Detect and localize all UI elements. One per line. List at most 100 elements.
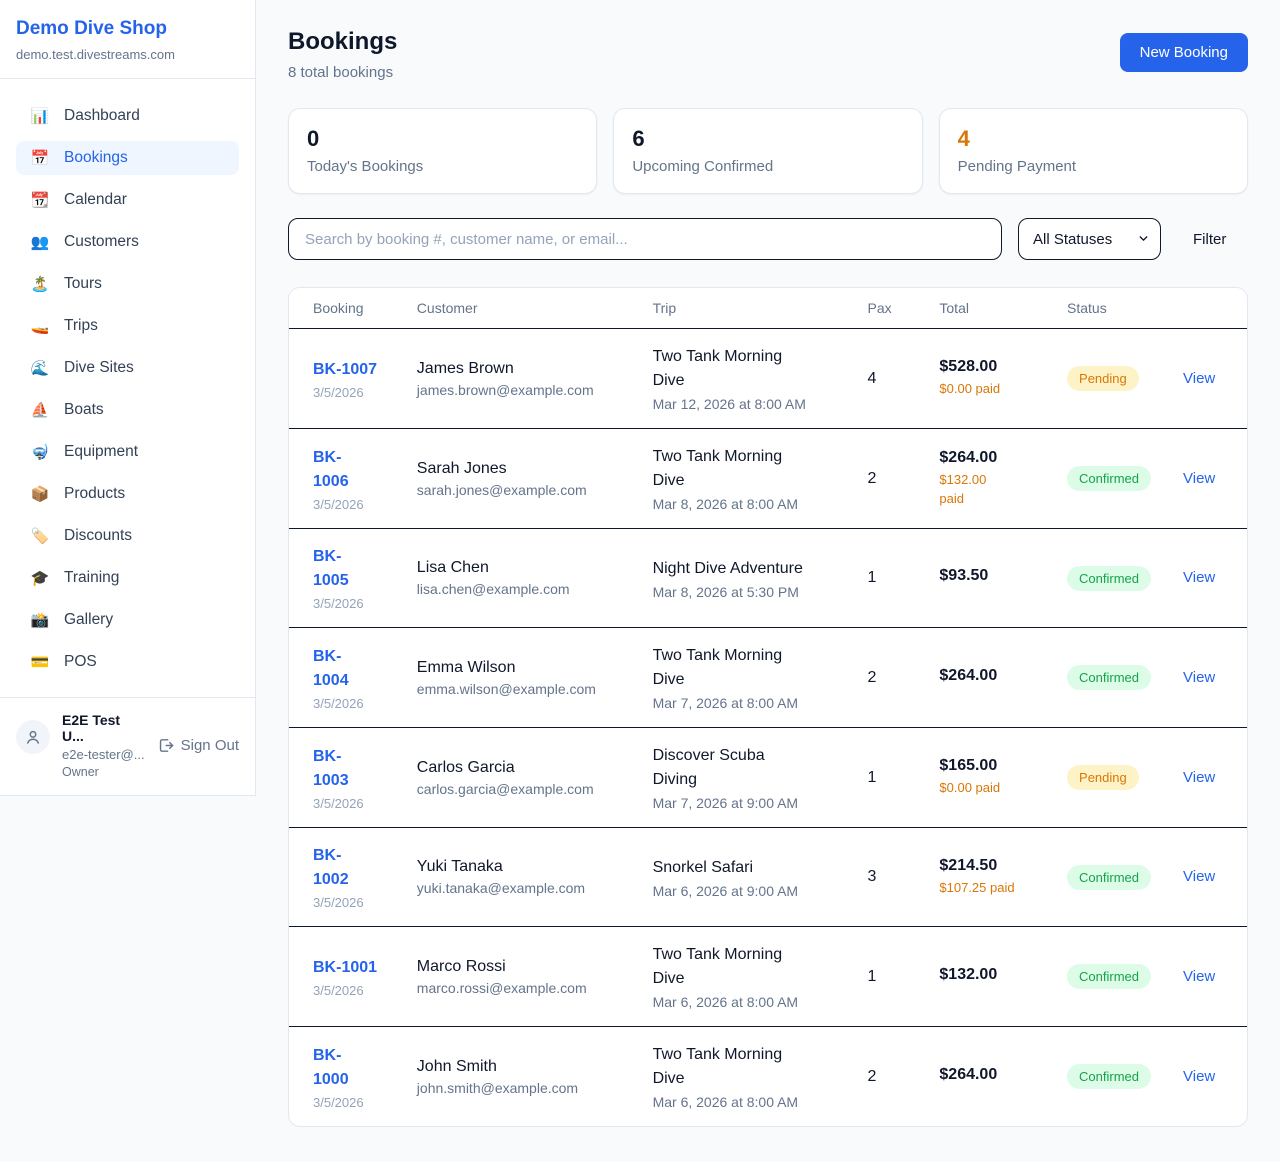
pax-count: 1 [867, 768, 877, 786]
customer-name: Lisa Chen [416, 559, 489, 576]
sidebar-item-label: Tours [64, 275, 102, 292]
sidebar-item-tours[interactable]: 🏝️ Tours [16, 267, 239, 301]
view-booking-link[interactable]: View [1183, 868, 1216, 885]
status-badge: Pending [1067, 765, 1139, 790]
pax-count: 1 [867, 569, 877, 586]
sidebar-item-bookings[interactable]: 📅 Bookings [16, 141, 239, 175]
table-row: BK-1001 3/5/2026 Marco Rossi marco.rossi… [289, 926, 1247, 1027]
status-badge: Confirmed [1067, 1064, 1151, 1089]
view-booking-link[interactable]: View [1183, 768, 1216, 786]
trip-datetime: Mar 6, 2026 at 8:00 AM [652, 1094, 799, 1110]
stat-label: Today's Bookings [307, 158, 424, 175]
status-filter-select[interactable]: All Statuses [1018, 218, 1161, 260]
sidebar-item-trips[interactable]: 🚤 Trips [16, 309, 239, 343]
shop-name: Demo Dive Shop [16, 18, 167, 39]
diving-mask-icon: 🤿 [30, 443, 50, 461]
table-row: BK- 1005 3/5/2026 Lisa Chen lisa.chen@ex… [289, 528, 1247, 628]
pax-count: 4 [867, 369, 877, 387]
sidebar-item-equipment[interactable]: 🤿 Equipment [16, 435, 239, 469]
customer-name: Emma Wilson [416, 658, 516, 676]
sidebar-item-label: Equipment [64, 443, 139, 460]
person-icon [27, 730, 39, 744]
sidebar-user-section: E2E Test U... e2e-tester@... Owner Sign … [0, 697, 255, 795]
table-row: BK- 1006 3/5/2026 Sarah Jones sarah.jone… [289, 428, 1247, 529]
column-header-trip: Trip [636, 288, 852, 329]
customer-email: sarah.jones@example.com [416, 481, 587, 498]
table-row: BK- 1003 3/5/2026 Carlos Garcia carlos.g… [289, 727, 1247, 828]
new-booking-button[interactable]: New Booking [1119, 33, 1248, 72]
package-icon: 📦 [30, 485, 50, 503]
sidebar-item-pos[interactable]: 💳 POS [16, 645, 239, 679]
view-booking-link[interactable]: View [1183, 369, 1216, 387]
bookings-calendar-icon: 📅 [30, 149, 50, 167]
sidebar-item-label: Bookings [64, 149, 128, 166]
customer-name: James Brown [416, 359, 514, 377]
customer-email: john.smith@example.com [416, 1079, 579, 1096]
sidebar-nav: 📊 Dashboard 📅 Bookings 📆 Calendar 👥 Cust… [0, 79, 255, 697]
booking-number-link[interactable]: BK-1007 [313, 360, 378, 378]
table-row: BK- 1000 3/5/2026 John Smith john.smith@… [289, 1026, 1247, 1126]
view-booking-link[interactable]: View [1183, 967, 1216, 985]
status-badge: Confirmed [1067, 864, 1151, 890]
sidebar-item-label: Training [64, 569, 120, 586]
sailboat-icon: ⛵ [30, 401, 50, 419]
stat-value: 4 [957, 126, 970, 151]
sidebar-item-label: Customers [64, 233, 139, 250]
sidebar-item-products[interactable]: 📦 Products [16, 477, 239, 511]
sidebar-item-calendar[interactable]: 📆 Calendar [16, 183, 239, 217]
sidebar-item-label: Dive Sites [64, 359, 134, 376]
sidebar-item-dashboard[interactable]: 📊 Dashboard [16, 99, 239, 133]
sidebar-item-dive-sites[interactable]: 🌊 Dive Sites [16, 351, 239, 385]
credit-card-icon: 💳 [30, 653, 50, 671]
view-booking-link[interactable]: View [1183, 1067, 1216, 1085]
sidebar-item-boats[interactable]: ⛵ Boats [16, 393, 239, 427]
sidebar-item-discounts[interactable]: 🏷️ Discounts [16, 519, 239, 553]
sidebar-item-label: Products [64, 485, 126, 502]
booking-date: 3/5/2026 [313, 384, 364, 400]
view-booking-link[interactable]: View [1183, 469, 1216, 487]
booking-number-link[interactable]: BK-1001 [313, 958, 378, 976]
filter-button[interactable]: Filter [1193, 230, 1227, 248]
view-booking-link[interactable]: View [1183, 569, 1216, 586]
column-header-total: Total [923, 288, 1052, 329]
trip-datetime: Mar 8, 2026 at 5:30 PM [652, 583, 799, 600]
trip-datetime: Mar 6, 2026 at 8:00 AM [652, 994, 799, 1010]
trip-name: Two Tank Morning Dive [652, 348, 783, 389]
status-badge: Pending [1067, 366, 1139, 391]
page-title-block: Bookings 8 total bookings [288, 28, 397, 81]
user-role: Owner [62, 765, 99, 779]
column-header-booking: Booking [289, 288, 401, 329]
booking-number-link[interactable]: BK- 1000 [313, 1046, 349, 1088]
stat-card-todays-bookings: 0 Today's Bookings [288, 108, 598, 194]
booking-date: 3/5/2026 [313, 596, 364, 611]
status-badge: Confirmed [1067, 565, 1151, 591]
view-booking-link[interactable]: View [1183, 668, 1216, 686]
status-badge: Confirmed [1067, 964, 1151, 989]
search-input[interactable] [288, 218, 1002, 260]
sidebar-item-training[interactable]: 🎓 Training [16, 561, 239, 595]
trip-name: Two Tank Morning Dive [652, 647, 783, 688]
sign-out-button[interactable]: Sign Out [157, 737, 239, 754]
booking-number-link[interactable]: BK- 1005 [313, 548, 349, 589]
sidebar-item-customers[interactable]: 👥 Customers [16, 225, 239, 259]
booking-number-link[interactable]: BK- 1003 [313, 747, 349, 789]
user-email: e2e-tester@... [62, 747, 145, 762]
stat-label: Upcoming Confirmed [632, 158, 774, 175]
paid-amount: $0.00 paid [939, 381, 1001, 397]
island-icon: 🏝️ [30, 275, 50, 293]
trip-datetime: Mar 7, 2026 at 9:00 AM [652, 795, 799, 811]
paid-amount: $107.25 paid [939, 879, 1015, 895]
booking-number-link[interactable]: BK- 1006 [313, 448, 349, 490]
booking-date: 3/5/2026 [313, 695, 364, 711]
total-amount: $528.00 [939, 358, 998, 376]
total-amount: $264.00 [939, 448, 998, 466]
paid-amount: $132.00 paid [939, 471, 987, 506]
trip-datetime: Mar 12, 2026 at 8:00 AM [652, 396, 806, 412]
sidebar-item-gallery[interactable]: 📸 Gallery [16, 603, 239, 637]
booking-number-link[interactable]: BK- 1002 [313, 847, 349, 888]
booking-number-link[interactable]: BK- 1004 [313, 647, 349, 689]
sidebar-item-label: Boats [64, 401, 104, 418]
column-header-customer: Customer [400, 288, 637, 329]
camera-icon: 📸 [30, 611, 50, 629]
trip-datetime: Mar 6, 2026 at 9:00 AM [652, 882, 799, 899]
